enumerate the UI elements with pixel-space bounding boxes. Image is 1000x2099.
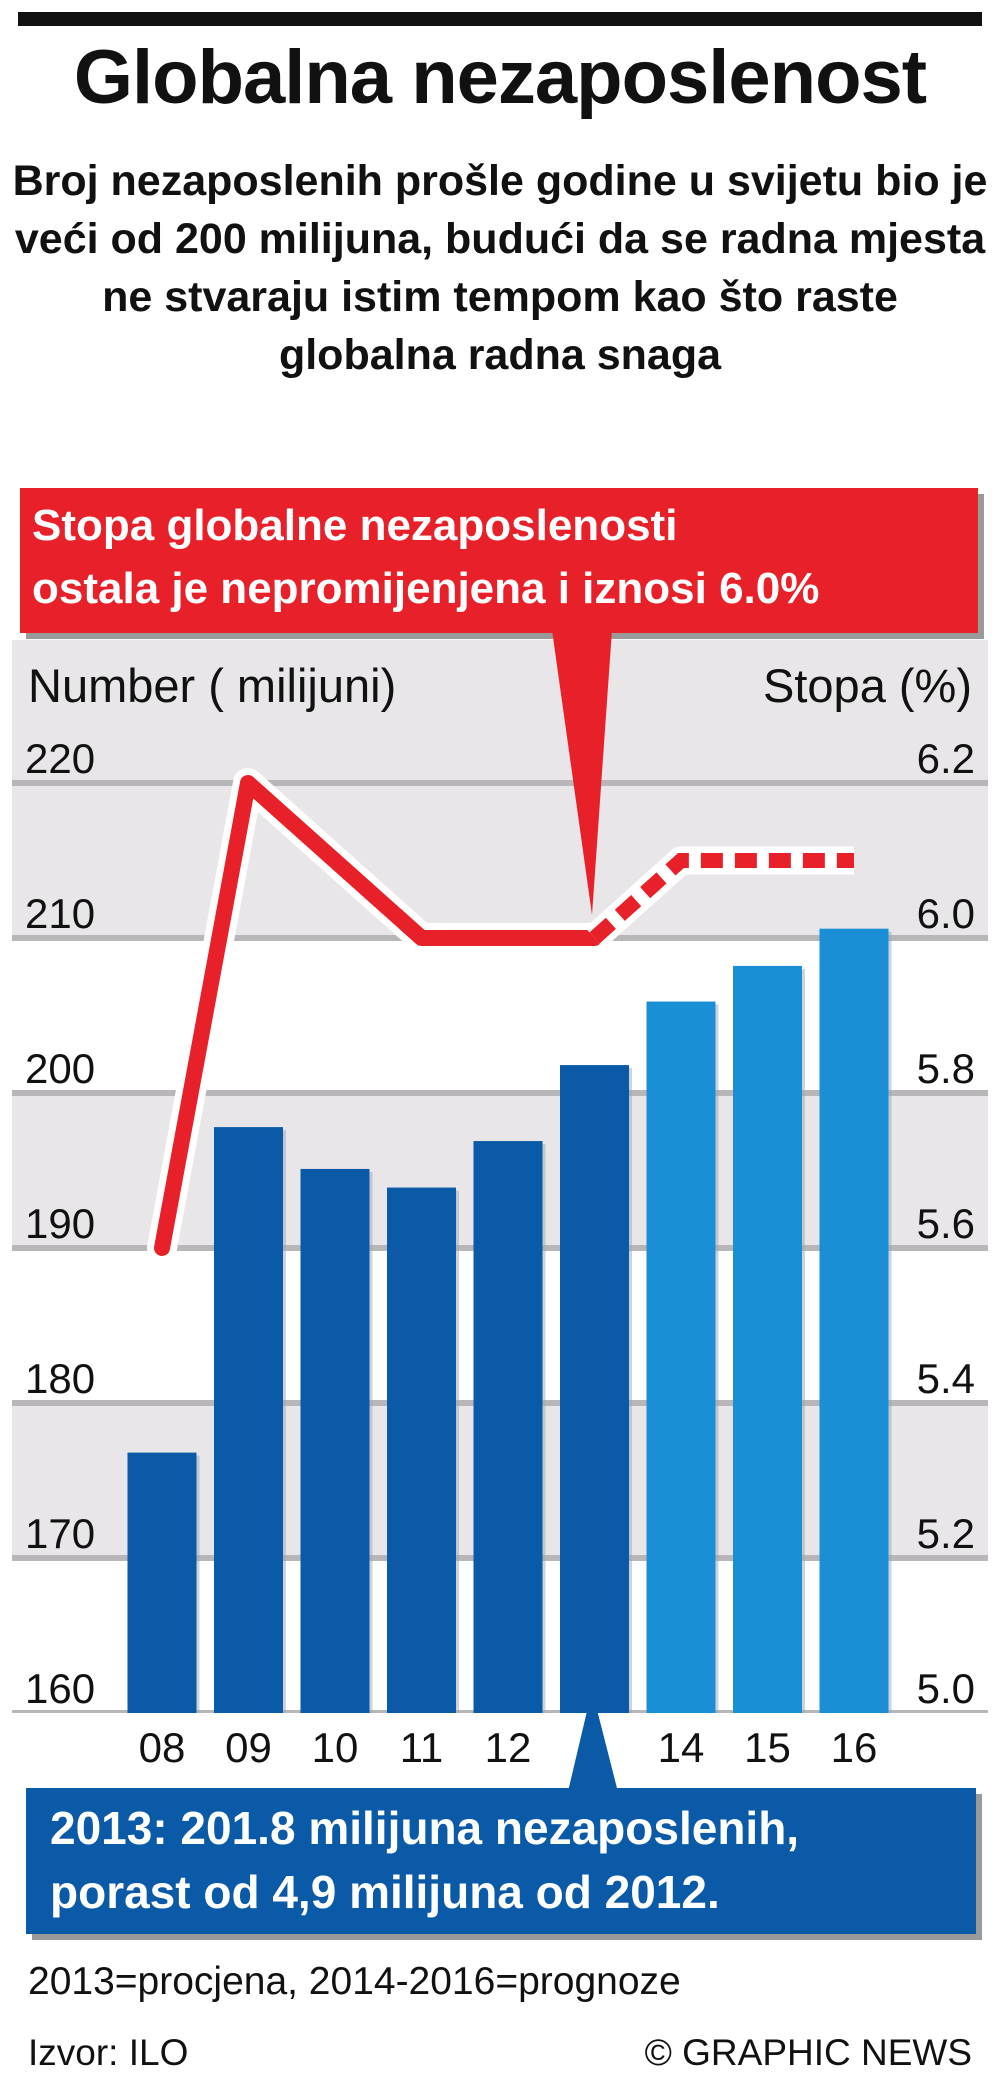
y-tick-label-right: 5.0 [917,1665,975,1712]
x-tick-label: 14 [658,1724,705,1771]
x-tick-label: 11 [400,1724,444,1771]
x-tick-label: 08 [139,1724,186,1771]
callout-bottom-line-1: 2013: 201.8 milijuna nezaposlenih, [50,1802,799,1854]
callout-bottom-box [26,1788,976,1934]
credit-note: © GRAPHIC NEWS [644,2032,972,2073]
y-tick-label-left: 180 [25,1355,95,1402]
bar-12 [473,1141,543,1713]
rate-line-forecast [589,853,854,944]
y-tick-label-right: 5.4 [917,1355,975,1402]
bar-09 [214,1127,283,1713]
top-rule [18,12,982,26]
bar-08 [127,1452,197,1713]
y-tick-label-left: 210 [25,890,95,937]
bar-15 [733,965,802,1713]
callout-top-box [20,488,978,633]
gridline [12,780,988,786]
y-tick-label-left: 190 [25,1200,95,1247]
bar-10 [300,1168,370,1713]
bar-16 [819,928,889,1713]
bar-11 [387,1187,456,1713]
bar-13 [560,1065,629,1713]
y-tick-label-right: 6.2 [917,735,975,782]
y-tick-label-left: 200 [25,1045,95,1092]
callout-bottom-pointer [566,1690,620,1800]
x-tick-label: 09 [225,1724,272,1771]
y-tick-label-right: 5.8 [917,1045,975,1092]
y-tick-label-right: 5.2 [917,1510,975,1557]
rate-line [154,775,603,1256]
y-tick-label-left: 160 [25,1665,95,1712]
y-axis-title-left: Number ( milijuni) [28,659,396,712]
x-tick-label: 15 [744,1724,791,1771]
y-axis-title-right: Stopa (%) [763,659,972,712]
chart-subtitle: Broj nezaposlenih prošle godine u svijet… [12,157,988,379]
y-tick-label-left: 170 [25,1510,95,1557]
x-tick-label: 12 [485,1724,532,1771]
source-note: Izvor: ILO [28,2032,189,2073]
axis-header-band [12,640,988,783]
chart-title: Globalna nezaposlenost [73,35,927,120]
y-tick-label-left: 220 [25,735,95,782]
x-tick-label: 10 [312,1724,359,1771]
footnote: 2013=procjena, 2014-2016=prognoze [28,1960,681,2003]
y-tick-label-right: 5.6 [917,1200,975,1247]
x-tick-label: 16 [831,1724,878,1771]
gridline [12,1090,988,1096]
callout-top-line-2: ostala je nepromijenjena i iznosi 6.0% [32,564,819,613]
plot-base [12,1713,988,1733]
y-tick-label-right: 6.0 [917,890,975,937]
callout-top-pointer [552,630,612,915]
bar-14 [646,1001,716,1713]
callout-bottom-line-2: porast od 4,9 milijuna od 2012. [50,1866,720,1918]
callout-top-line-1: Stopa globalne nezaposlenosti [32,501,677,550]
